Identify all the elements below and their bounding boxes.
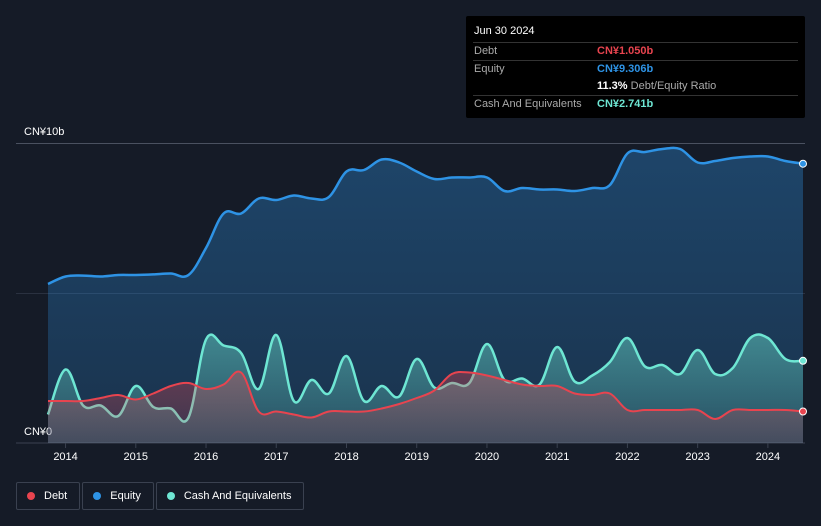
legend: Debt Equity Cash And Equivalents xyxy=(16,482,306,510)
ratio-suffix: Debt/Equity Ratio xyxy=(630,80,717,92)
x-tick-label: 2024 xyxy=(756,451,780,463)
tooltip-value-debt: CN¥1.050b xyxy=(597,45,654,57)
tooltip-value-cash: CN¥2.741b xyxy=(597,98,654,110)
tooltip-value-equity: CN¥9.306b xyxy=(597,63,654,75)
debt-dot-icon xyxy=(27,492,35,500)
tooltip-date: Jun 30 2024 xyxy=(474,25,535,37)
tooltip-label: Equity xyxy=(474,63,505,75)
x-tick-label: 2022 xyxy=(615,451,639,463)
x-tick-label: 2019 xyxy=(404,451,428,463)
legend-label: Equity xyxy=(110,490,141,502)
x-tick-label: 2016 xyxy=(194,451,218,463)
tooltip-label: Cash And Equivalents xyxy=(474,98,582,110)
legend-item-equity[interactable]: Equity xyxy=(82,482,154,510)
tooltip-row-debt: Debt CN¥1.050b xyxy=(473,42,798,60)
tooltip-value-ratio: 11.3% Debt/Equity Ratio xyxy=(597,78,716,95)
legend-label: Debt xyxy=(44,490,68,502)
equity-endpoint-marker xyxy=(799,159,807,168)
cash-and-equivalents-endpoint-marker xyxy=(799,356,807,365)
cash-dot-icon xyxy=(166,492,175,500)
x-tick-label: 2020 xyxy=(475,451,499,463)
tooltip-label xyxy=(473,78,597,95)
x-tick-label: 2015 xyxy=(124,451,148,463)
legend-label: Cash And Equivalents xyxy=(183,490,292,502)
tooltip-panel: Jun 30 2024 Debt CN¥1.050b Equity CN¥9.3… xyxy=(466,16,805,118)
tooltip-label: Debt xyxy=(474,45,498,57)
x-tick-label: 2017 xyxy=(264,451,288,463)
equity-dot-icon xyxy=(93,492,102,500)
tooltip-row-cash: Cash And Equivalents CN¥2.741b xyxy=(473,95,798,113)
equity-line xyxy=(47,146,804,286)
legend-item-cash[interactable]: Cash And Equivalents xyxy=(155,482,305,510)
tooltip-row-ratio: 11.3% Debt/Equity Ratio xyxy=(473,78,798,95)
tooltip-row-equity: Equity CN¥9.306b xyxy=(473,60,798,78)
debt-endpoint-marker xyxy=(799,407,807,416)
x-tick-label: 2023 xyxy=(685,451,709,463)
y-tick-label-top: CN¥10b xyxy=(24,126,64,138)
ratio-value: 11.3% xyxy=(597,80,628,92)
legend-item-debt[interactable]: Debt xyxy=(16,482,81,510)
debt-line xyxy=(48,370,804,420)
x-tick-label: 2018 xyxy=(334,451,358,463)
debt-area xyxy=(48,371,803,443)
y-tick-label-zero: CN¥0 xyxy=(24,426,52,438)
x-tick-label: 2014 xyxy=(53,451,77,463)
x-tick-label: 2021 xyxy=(545,451,569,463)
